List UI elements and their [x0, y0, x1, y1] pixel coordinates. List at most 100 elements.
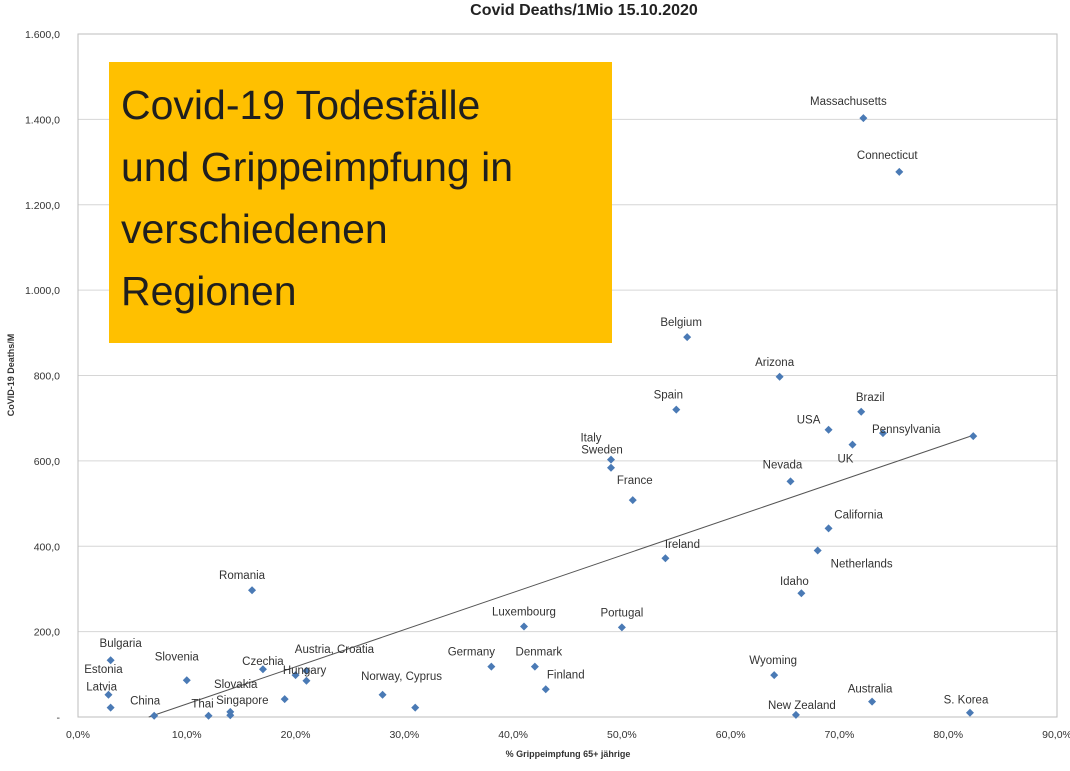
data-point: [204, 711, 213, 720]
data-point: [791, 710, 800, 719]
data-point: [541, 685, 550, 694]
data-point: [824, 425, 833, 434]
data-label: Massachusetts: [810, 96, 887, 108]
data-point: [672, 405, 681, 414]
y-axis-ticks: - 200,0 400,0 600,0 800,0 1.000,0 1.200,0 1.400…: [25, 29, 61, 724]
data-point: [104, 690, 113, 699]
data-label: China: [130, 696, 161, 708]
data-point: [770, 671, 779, 680]
data-point: [628, 496, 637, 505]
data-label: UK: [838, 454, 854, 466]
y-tick-label: 1.600,0: [25, 29, 60, 41]
data-label: Spain: [654, 390, 683, 402]
plot-frame: [77, 33, 1058, 718]
points-layer: [104, 114, 978, 720]
data-label: Romania: [219, 570, 266, 582]
data-label: Idaho: [780, 576, 809, 588]
data-point: [859, 114, 868, 123]
data-label: Sweden: [581, 445, 623, 457]
data-label: Latvia: [86, 682, 117, 694]
y-tick-label: 400,0: [34, 541, 60, 553]
data-point: [291, 671, 300, 680]
data-label: Arizona: [755, 357, 795, 369]
x-tick-label: 50,0%: [607, 729, 637, 741]
x-tick-label: 80,0%: [933, 729, 963, 741]
data-label: Pennsylvania: [872, 424, 941, 436]
x-tick-label: 20,0%: [281, 729, 311, 741]
chart-title: Covid Deaths/1Mio 15.10.2020: [470, 2, 698, 19]
data-point: [530, 662, 539, 671]
x-tick-label: 40,0%: [498, 729, 528, 741]
data-label: Portugal: [600, 607, 643, 619]
data-label: Connecticut: [857, 150, 919, 162]
y-tick-label: 800,0: [34, 371, 60, 383]
data-point: [607, 455, 616, 464]
y-tick-label: 1.200,0: [25, 200, 60, 212]
data-point: [411, 703, 420, 712]
data-point: [280, 695, 289, 704]
data-point: [519, 622, 528, 631]
data-label: California: [834, 509, 883, 521]
data-point: [106, 703, 115, 712]
y-tick-label: 1.000,0: [25, 285, 60, 297]
y-tick-label: 200,0: [34, 627, 60, 639]
data-point: [248, 586, 257, 595]
data-label: Luxembourg: [492, 607, 556, 619]
data-point: [786, 477, 795, 486]
data-point: [683, 333, 692, 342]
data-label: Italy: [580, 433, 601, 445]
data-point: [824, 524, 833, 533]
data-label: Norway, Cyprus: [361, 671, 442, 683]
data-label: Finland: [547, 669, 585, 681]
data-label: Bulgaria: [100, 638, 143, 650]
data-point: [378, 690, 387, 699]
data-point: [106, 656, 115, 665]
data-label: Nevada: [763, 459, 803, 471]
x-tick-label: 30,0%: [389, 729, 419, 741]
data-point: [895, 167, 904, 176]
data-point: [965, 708, 974, 717]
headline-text: Covid-19 Todesfälle und Grippeimpfung in…: [121, 82, 514, 314]
data-point: [813, 546, 822, 555]
x-tick-label: 10,0%: [172, 729, 202, 741]
data-label: Australia: [848, 684, 893, 696]
data-point: [661, 554, 670, 563]
data-point: [797, 589, 806, 598]
data-label: Netherlands: [831, 559, 893, 571]
data-point: [487, 662, 496, 671]
headline-box: Covid-19 Todesfälle und Grippeimpfung in…: [109, 62, 612, 343]
x-tick-label: 90,0%: [1042, 729, 1070, 741]
data-label: Hungary: [283, 665, 327, 677]
data-point: [150, 711, 159, 720]
data-label: USA: [797, 415, 821, 427]
data-point: [258, 665, 267, 674]
data-label: Austria, Croatia: [295, 644, 375, 656]
data-point: [226, 711, 235, 720]
data-point: [857, 407, 866, 416]
data-label: Wyoming: [749, 655, 797, 667]
data-point: [607, 463, 616, 472]
trendline: [148, 434, 974, 718]
y-tick-label: -: [57, 712, 61, 724]
data-label: Singapore: [216, 695, 268, 707]
data-label: Slovenia: [155, 651, 200, 663]
data-label: Slovakia: [214, 679, 258, 691]
data-label: Belgium: [660, 317, 702, 329]
data-label: Czechia: [242, 656, 284, 668]
data-label: New Zealand: [768, 700, 836, 712]
data-point: [775, 372, 784, 381]
data-point: [302, 666, 311, 675]
data-label: Thai: [191, 699, 213, 711]
data-label: Germany: [448, 647, 496, 659]
data-point: [617, 623, 626, 632]
data-label: Denmark: [516, 647, 563, 659]
data-point: [969, 432, 978, 441]
x-tick-label: 60,0%: [716, 729, 746, 741]
y-axis-label: CoVID-19 Deaths/M: [6, 334, 16, 417]
y-tick-label: 1.400,0: [25, 114, 60, 126]
labels-layer: Massachusetts Connecticut Belgium Arizona Sp…: [84, 96, 989, 712]
data-point: [848, 440, 857, 449]
data-point: [878, 429, 887, 438]
data-label: France: [617, 475, 653, 487]
x-tick-label: 70,0%: [825, 729, 855, 741]
